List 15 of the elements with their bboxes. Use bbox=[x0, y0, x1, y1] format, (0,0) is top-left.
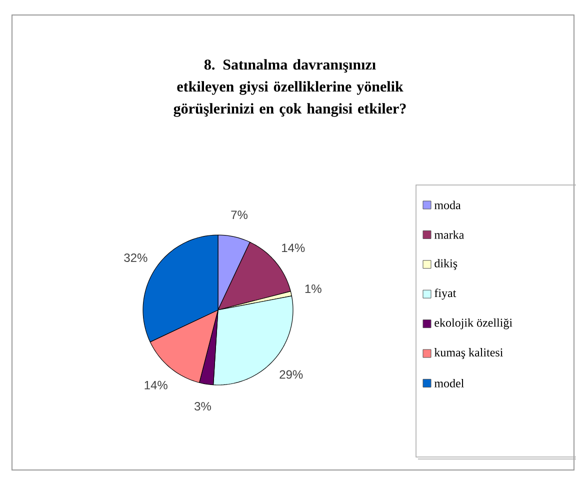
legend-label: dikiş bbox=[434, 258, 458, 270]
data-label: 32% bbox=[124, 254, 148, 262]
legend-label: marka bbox=[434, 230, 464, 239]
chart-title: 8. Satınalma davranışınızı etkileyen giysi özelliklerine yönelik görüşlerinizi en çok hangisi etkiler? bbox=[174, 59, 406, 117]
data-label: 14% bbox=[144, 380, 168, 390]
data-label: 7% bbox=[231, 210, 248, 220]
data-label: 14% bbox=[282, 244, 305, 252]
legend-label: fiyat bbox=[434, 288, 456, 300]
legend-label: ekolojik özelliği bbox=[434, 318, 512, 330]
legend-label: model bbox=[434, 378, 464, 388]
data-label: 3% bbox=[194, 402, 211, 411]
legend-label: kumaş kalitesi bbox=[434, 348, 503, 359]
legend-label: moda bbox=[434, 200, 461, 210]
data-label: 29% bbox=[280, 370, 303, 379]
data-label: 1% bbox=[305, 284, 322, 293]
